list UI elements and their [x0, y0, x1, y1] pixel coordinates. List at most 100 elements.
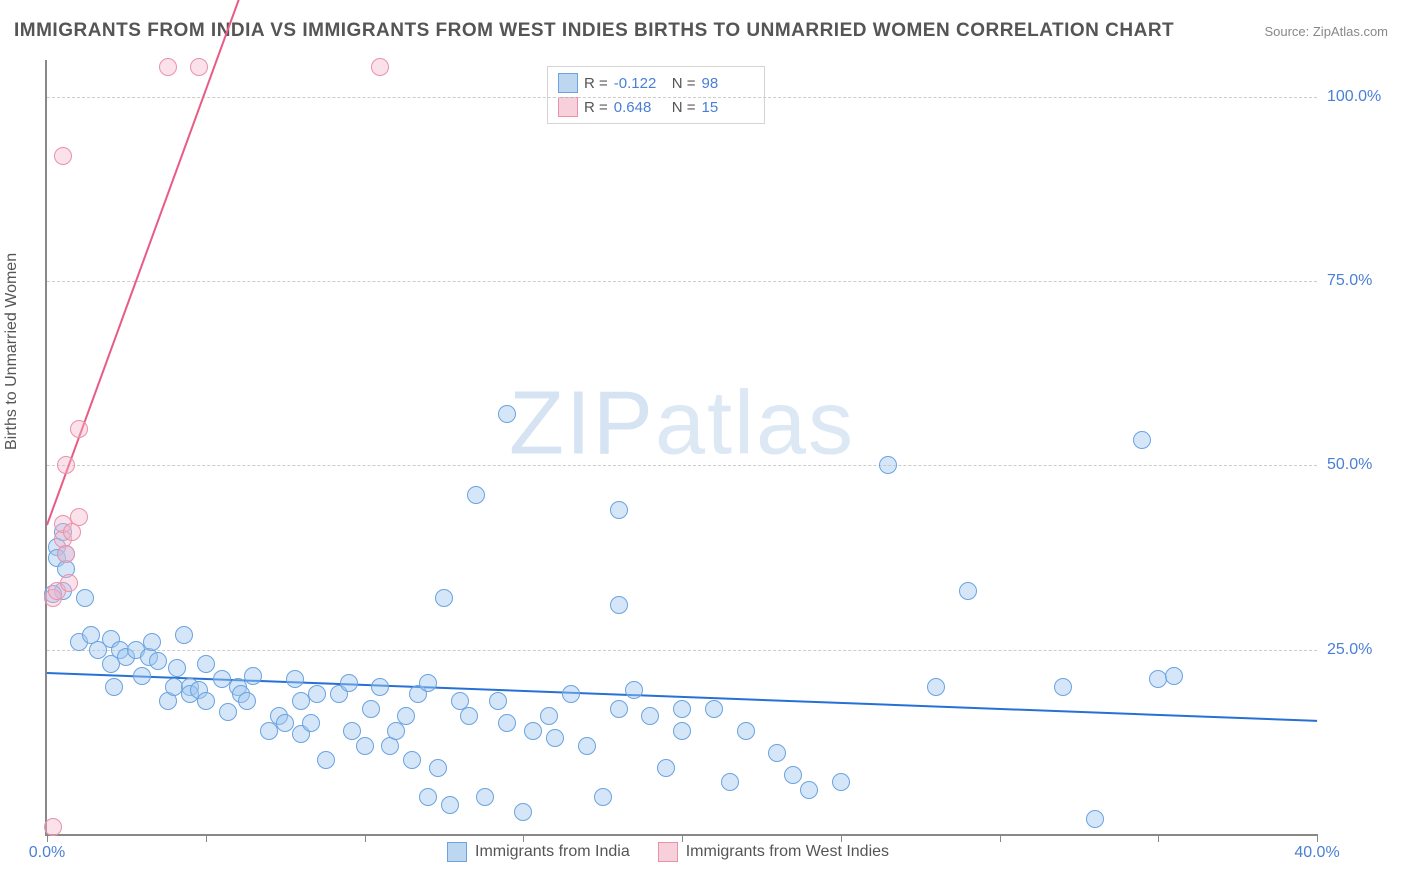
y-tick-label: 100.0% [1327, 88, 1397, 106]
legend-n-label: N = [672, 75, 696, 92]
data-point [610, 596, 628, 614]
legend-label-series1: Immigrants from India [475, 843, 630, 861]
data-point [419, 674, 437, 692]
data-point [308, 685, 326, 703]
data-point [737, 722, 755, 740]
data-point [673, 700, 691, 718]
data-point [927, 678, 945, 696]
data-point [498, 405, 516, 423]
swatch-series1 [558, 73, 578, 93]
data-point [133, 667, 151, 685]
data-point [657, 759, 675, 777]
data-point [340, 674, 358, 692]
data-point [625, 681, 643, 699]
data-point [397, 707, 415, 725]
data-point [371, 58, 389, 76]
data-point [343, 722, 361, 740]
data-point [76, 589, 94, 607]
chart-title: IMMIGRANTS FROM INDIA VS IMMIGRANTS FROM… [14, 20, 1174, 42]
data-point [57, 545, 75, 563]
x-tick [682, 834, 683, 842]
legend-r-value-2: 0.648 [614, 99, 666, 116]
data-point [63, 523, 81, 541]
data-point [143, 633, 161, 651]
data-point [244, 667, 262, 685]
data-point [641, 707, 659, 725]
data-point [673, 722, 691, 740]
data-point [879, 456, 897, 474]
gridline [47, 281, 1317, 282]
data-point [302, 714, 320, 732]
gridline [47, 97, 1317, 98]
chart-source: Source: ZipAtlas.com [1264, 24, 1388, 39]
data-point [832, 773, 850, 791]
legend-n-value-1: 98 [702, 75, 754, 92]
data-point [190, 58, 208, 76]
data-point [362, 700, 380, 718]
data-point [498, 714, 516, 732]
legend-row-series2: R = 0.648 N = 15 [558, 95, 754, 119]
data-point [514, 803, 532, 821]
gridline [47, 465, 1317, 466]
regression-line [46, 0, 365, 526]
x-tick [365, 834, 366, 842]
data-point [276, 714, 294, 732]
x-tick [841, 834, 842, 842]
y-tick-label: 75.0% [1327, 272, 1397, 290]
data-point [721, 773, 739, 791]
data-point [1086, 810, 1104, 828]
data-point [429, 759, 447, 777]
data-point [419, 788, 437, 806]
data-point [467, 486, 485, 504]
watermark: ZIPatlas [509, 372, 855, 475]
data-point [705, 700, 723, 718]
y-tick-label: 50.0% [1327, 456, 1397, 474]
data-point [286, 670, 304, 688]
legend-row-series1: R = -0.122 N = 98 [558, 71, 754, 95]
x-tick-label: 0.0% [29, 844, 65, 862]
data-point [197, 692, 215, 710]
data-point [70, 420, 88, 438]
data-point [175, 626, 193, 644]
swatch-series2-bottom [658, 842, 678, 862]
legend-n-value-2: 15 [702, 99, 754, 116]
data-point [610, 700, 628, 718]
data-point [489, 692, 507, 710]
data-point [476, 788, 494, 806]
x-tick [523, 834, 524, 842]
x-tick [1158, 834, 1159, 842]
legend-r-label: R = [584, 75, 608, 92]
data-point [768, 744, 786, 762]
correlation-legend: R = -0.122 N = 98 R = 0.648 N = 15 [547, 66, 765, 124]
y-tick-label: 25.0% [1327, 641, 1397, 659]
legend-item-series2: Immigrants from West Indies [658, 842, 889, 862]
data-point [562, 685, 580, 703]
data-point [460, 707, 478, 725]
data-point [800, 781, 818, 799]
legend-item-series1: Immigrants from India [447, 842, 630, 862]
data-point [168, 659, 186, 677]
data-point [540, 707, 558, 725]
x-axis-legend: Immigrants from India Immigrants from We… [447, 842, 889, 862]
data-point [784, 766, 802, 784]
data-point [594, 788, 612, 806]
data-point [524, 722, 542, 740]
data-point [57, 456, 75, 474]
watermark-zip: ZIP [509, 373, 655, 473]
data-point [1133, 431, 1151, 449]
legend-label-series2: Immigrants from West Indies [686, 843, 889, 861]
gridline [47, 650, 1317, 651]
x-tick-label: 40.0% [1294, 844, 1339, 862]
x-tick [47, 834, 48, 842]
data-point [959, 582, 977, 600]
data-point [441, 796, 459, 814]
data-point [610, 501, 628, 519]
data-point [238, 692, 256, 710]
data-point [435, 589, 453, 607]
data-point [159, 58, 177, 76]
data-point [371, 678, 389, 696]
data-point [44, 818, 62, 836]
data-point [356, 737, 374, 755]
data-point [546, 729, 564, 747]
x-tick [1000, 834, 1001, 842]
